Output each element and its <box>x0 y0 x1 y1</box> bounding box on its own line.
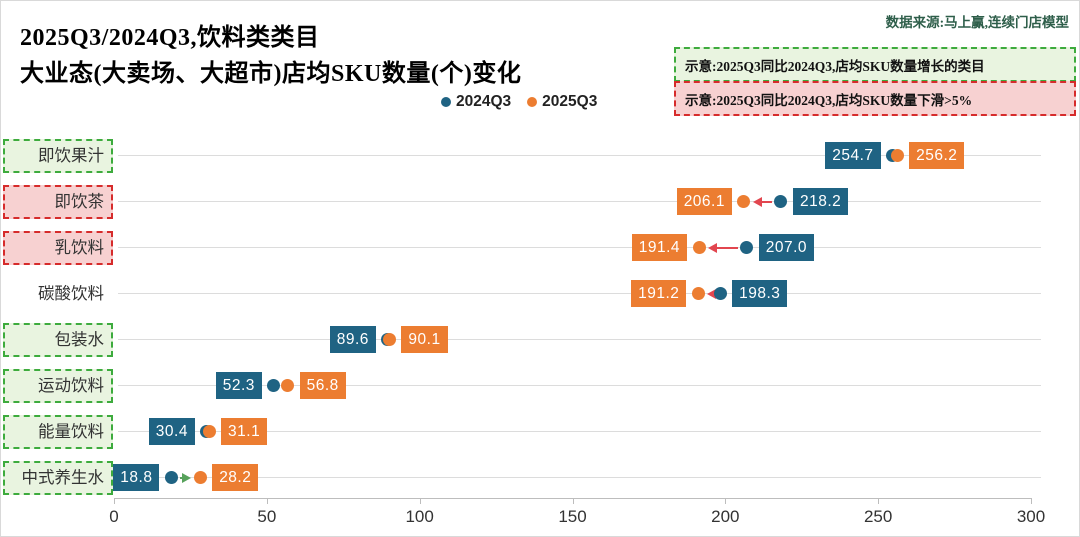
change-arrow <box>760 201 772 203</box>
value-label-2024q3: 18.8 <box>113 464 160 491</box>
value-label-2024q3: 30.4 <box>148 418 195 445</box>
arrow-left-icon <box>707 289 717 299</box>
dot-2024q3 <box>164 471 178 484</box>
axis-tick-label: 300 <box>1016 507 1046 526</box>
axis-tick-label: 150 <box>558 507 587 526</box>
chart-row: 包装水 89.6 90.1 <box>1 317 1079 363</box>
dot-2025q3 <box>692 241 706 254</box>
arrow-left-icon <box>752 197 762 207</box>
arrow-right-icon <box>182 473 192 483</box>
category-label: 包装水 <box>3 323 113 357</box>
axis-tick-label: 100 <box>405 507 434 526</box>
chart-row: 运动饮料 52.3 56.8 <box>1 363 1079 409</box>
axis-tick-label: 200 <box>711 507 740 526</box>
row-gridline <box>118 247 1041 248</box>
value-label-2024q3: 198.3 <box>732 280 788 307</box>
value-label-2025q3: 56.8 <box>299 372 346 399</box>
note-increase: 示意:2025Q3同比2024Q3,店均SKU数量增长的类目 <box>674 47 1076 82</box>
legend: 2024Q3 2025Q3 <box>441 93 597 111</box>
change-arrow <box>180 477 184 479</box>
axis-tick-label: 50 <box>257 507 277 526</box>
axis-tick-label: 0 <box>109 507 119 526</box>
row-gridline <box>118 385 1041 386</box>
legend-label-2025q3: 2025Q3 <box>542 93 598 110</box>
dot-2024q3 <box>740 241 754 254</box>
value-label-2025q3: 31.1 <box>221 418 268 445</box>
row-gridline <box>118 477 1041 478</box>
chart-row: 碳酸饮料 198.3 191.2 <box>1 271 1079 317</box>
dot-2024q3 <box>713 287 727 300</box>
category-label: 能量饮料 <box>3 415 113 449</box>
row-gridline <box>118 155 1041 156</box>
category-label: 即饮果汁 <box>3 139 113 173</box>
value-label-2025q3: 191.4 <box>631 234 688 261</box>
row-gridline <box>118 339 1041 340</box>
dot-2025q3 <box>691 287 705 300</box>
dot-2025q3 <box>193 471 207 484</box>
dot-2025q3 <box>737 195 751 208</box>
legend-dot-2025q3-icon <box>527 97 538 107</box>
data-source-note: 数据来源:马上赢,连续门店模型 <box>885 15 1069 30</box>
value-label-2025q3: 256.2 <box>909 142 965 169</box>
dot-2025q3 <box>202 425 216 438</box>
legend-item-2025q3: 2025Q3 <box>527 93 597 111</box>
dot-2024q3 <box>267 379 281 392</box>
value-label-2024q3: 89.6 <box>329 326 376 353</box>
value-label-2025q3: 206.1 <box>676 188 732 215</box>
note-decrease: 示意:2025Q3同比2024Q3,店均SKU数量下滑>5% <box>674 81 1076 116</box>
dot-2025q3 <box>382 333 396 346</box>
chart-row: 乳饮料 207.0 191.4 <box>1 225 1079 271</box>
row-gridline <box>118 293 1041 294</box>
legend-label-2024q3: 2024Q3 <box>456 93 512 110</box>
arrow-left-icon <box>708 243 718 253</box>
legend-item-2024q3: 2024Q3 <box>441 93 511 111</box>
plot-rows: 即饮果汁 254.7 256.2 即饮茶 218.2 206.1 乳饮料 207.0 191.4… <box>1 133 1079 501</box>
value-label-2024q3: 52.3 <box>215 372 262 399</box>
category-label: 中式养生水 <box>3 461 113 495</box>
legend-dot-2024q3-icon <box>441 97 451 107</box>
value-label-2025q3: 90.1 <box>401 326 448 353</box>
value-label-2025q3: 191.2 <box>631 280 687 307</box>
value-label-2025q3: 28.2 <box>212 464 259 491</box>
value-label-2024q3: 218.2 <box>792 188 849 215</box>
value-label-2024q3: 254.7 <box>825 142 881 169</box>
chart-row: 即饮茶 218.2 206.1 <box>1 179 1079 225</box>
chart-row: 中式养生水 18.8 28.2 <box>1 455 1079 501</box>
category-label: 碳酸饮料 <box>38 284 104 303</box>
dot-2025q3 <box>890 149 904 162</box>
category-label: 乳饮料 <box>3 231 113 265</box>
value-label-2024q3: 207.0 <box>758 234 815 261</box>
category-label: 即饮茶 <box>3 185 113 219</box>
dot-2025q3 <box>281 379 295 392</box>
chart-title-line1: 2025Q3/2024Q3,饮料类类目 <box>20 25 320 51</box>
chart-row: 能量饮料 30.4 31.1 <box>1 409 1079 455</box>
row-gridline <box>118 201 1041 202</box>
chart-title-line2: 大业态(大卖场、大超市)店均SKU数量(个)变化 <box>20 61 522 87</box>
change-arrow <box>716 247 738 249</box>
chart-row: 即饮果汁 254.7 256.2 <box>1 133 1079 179</box>
axis-tick-label: 250 <box>863 507 893 526</box>
category-label: 运动饮料 <box>3 369 113 403</box>
dot-2024q3 <box>774 195 788 208</box>
row-gridline <box>118 431 1041 432</box>
